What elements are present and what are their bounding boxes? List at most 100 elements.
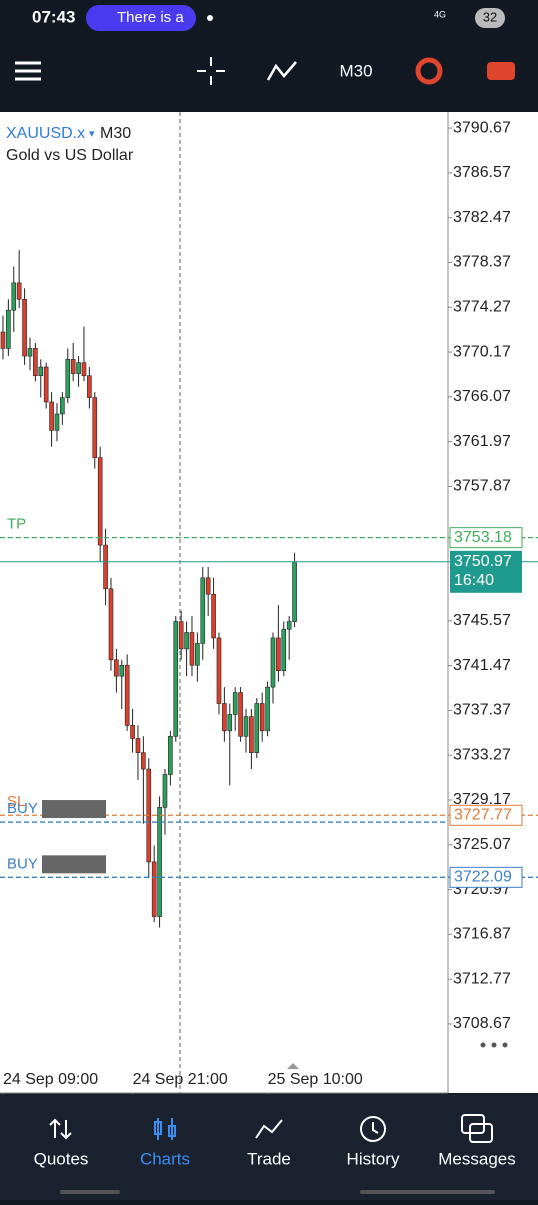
order-label[interactable]: SL (7, 793, 25, 810)
network: 4G (434, 9, 446, 19)
candle-body (265, 686, 270, 732)
candle-body (70, 359, 76, 374)
trade-icon[interactable] (487, 62, 515, 80)
indicator-icon[interactable] (266, 61, 297, 81)
y-tick-label: 3757.87 (453, 478, 511, 495)
candle-body (33, 348, 38, 377)
candle-body (22, 298, 27, 357)
x-tick-label: 24 Sep 09:00 (3, 1071, 98, 1088)
candle-body (60, 397, 65, 415)
order-label[interactable]: TP (7, 516, 26, 533)
y-tick-label: 3786.57 (453, 164, 511, 181)
scroll-marker (287, 1063, 299, 1069)
candle-body (157, 806, 162, 917)
candle-body (103, 544, 108, 590)
candle-body (173, 621, 179, 737)
crosshair-icon[interactable] (197, 57, 225, 85)
y-tick-label: 3774.27 (453, 298, 511, 315)
gesture-hint (360, 1190, 495, 1194)
candle-body (141, 752, 146, 770)
candle-body (114, 659, 119, 677)
bid-price: 3750.97 (454, 553, 512, 570)
nav-label[interactable]: Charts (140, 1149, 190, 1168)
candle-body (270, 637, 276, 688)
candle-body (200, 577, 206, 644)
battery (475, 8, 505, 28)
candle-body (259, 703, 265, 732)
objects-icon[interactable] (415, 57, 443, 85)
nav-label[interactable]: Messages (438, 1149, 515, 1168)
notification-pill[interactable] (86, 5, 196, 31)
y-tick-label: 3778.37 (453, 254, 511, 271)
candle-body (286, 621, 292, 630)
candle-body (135, 738, 141, 753)
y-tick-label: 3712.77 (453, 970, 511, 987)
nav-label[interactable]: Quotes (34, 1149, 89, 1168)
bid-label-box (450, 550, 522, 593)
candle-body (108, 588, 114, 661)
candle-body (292, 561, 297, 622)
y-tick-label: 3737.37 (453, 702, 511, 719)
y-tick-label: 3716.87 (453, 926, 511, 943)
symbol-dropdown[interactable]: ▾ (89, 128, 95, 140)
candle-body (249, 716, 254, 753)
price-label-box (449, 527, 523, 549)
bottom-nav (0, 1094, 538, 1200)
price-label-box (449, 804, 523, 826)
candle-body (16, 282, 22, 300)
symbol[interactable]: XAUUSD.x (6, 125, 85, 142)
candle-body (238, 692, 243, 737)
candle-body (222, 703, 227, 732)
price-label-box (449, 866, 523, 888)
candle-body (168, 735, 173, 775)
hidden-volume (42, 800, 106, 819)
hidden-volume (42, 855, 106, 874)
order-label[interactable]: BUY (7, 855, 38, 872)
gesture-hint (60, 1190, 120, 1194)
candle-body (65, 359, 71, 398)
y-tick-label: 3745.57 (453, 612, 511, 629)
order-price: 3727.77 (454, 806, 512, 823)
y-tick-label: 3729.17 (453, 791, 511, 808)
candle-body (124, 664, 130, 726)
dot (207, 15, 213, 21)
y-tick-label: 3741.47 (453, 657, 511, 674)
more-icon[interactable] (480, 1042, 508, 1048)
candle-body (54, 413, 60, 431)
candle-body (276, 637, 281, 672)
x-tick-label: 25 Sep 10:00 (268, 1071, 363, 1088)
candle-body (151, 861, 157, 917)
candle-body (130, 725, 135, 739)
candle-body (6, 309, 11, 349)
order-price: 3753.18 (454, 529, 512, 546)
nav-label[interactable]: Trade (247, 1149, 291, 1168)
x-tick-label: 24 Sep 21:00 (133, 1071, 228, 1088)
timeframe-button[interactable]: M30 (339, 61, 372, 80)
candle-body (227, 714, 233, 732)
candle-body (43, 366, 49, 403)
bar-countdown: 16:40 (454, 572, 494, 589)
battery-level: 32 (483, 9, 497, 24)
candle-body (211, 593, 216, 639)
candle-body (92, 397, 98, 458)
candle-body (97, 457, 103, 546)
nav-label[interactable]: History (347, 1149, 400, 1168)
y-tick-label: 3766.07 (453, 388, 511, 405)
y-tick-label: 3725.07 (453, 836, 511, 853)
chart-timeframe: M30 (100, 125, 131, 142)
symbol-description: Gold vs US Dollar (6, 147, 134, 164)
candle-body (38, 366, 44, 377)
order-price: 3722.09 (454, 869, 512, 886)
order-label[interactable]: BUY (7, 800, 38, 817)
candle-body (243, 716, 249, 737)
candle-body (254, 703, 260, 753)
candle-body (178, 621, 184, 650)
candle-body (184, 632, 189, 650)
candle-body (162, 774, 168, 808)
candle-body (189, 632, 195, 666)
candle-body (49, 401, 54, 431)
y-tick-label: 3708.67 (453, 1015, 511, 1032)
candle-body (0, 331, 6, 349)
menu-icon[interactable] (15, 61, 41, 81)
y-tick-label: 3761.97 (453, 433, 511, 450)
